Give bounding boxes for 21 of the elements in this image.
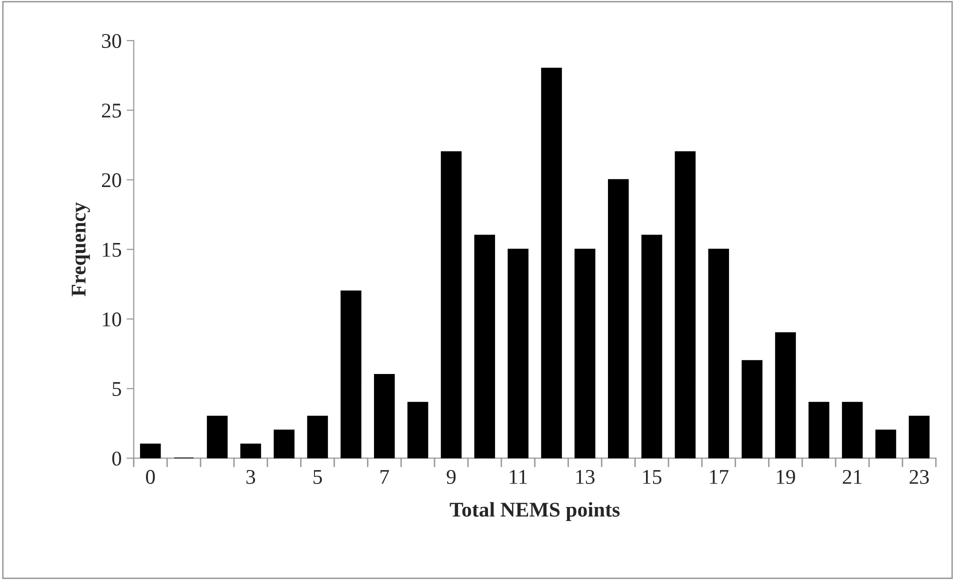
y-tick-label: 0 [112,452,122,466]
x-axis-title: Total NEMS points [450,502,620,521]
x-tick-label: 19 [776,470,796,484]
x-tick-label: 7 [380,470,389,484]
x-tick-label: 0 [146,470,155,484]
x-tick-label: 13 [576,470,595,484]
y-axis-title: Frequency [72,202,90,296]
x-tick-label: 5 [314,470,322,484]
x-tick-label: 9 [446,470,456,484]
x-tick-label: 23 [910,470,929,484]
y-tick-label: 15 [102,242,122,257]
y-tick-label: 30 [102,34,122,48]
x-tick-label: 3 [246,470,256,484]
x-tick-label: 15 [643,470,662,484]
x-tick-label: 17 [710,470,728,484]
x-tick-label: 11 [510,470,527,484]
y-tick-label: 20 [102,173,122,188]
y-tick-label: 5 [112,382,122,396]
x-tick-label: 21 [842,470,862,484]
y-tick-label: 10 [102,312,122,326]
y-tick-label: 25 [102,104,122,118]
